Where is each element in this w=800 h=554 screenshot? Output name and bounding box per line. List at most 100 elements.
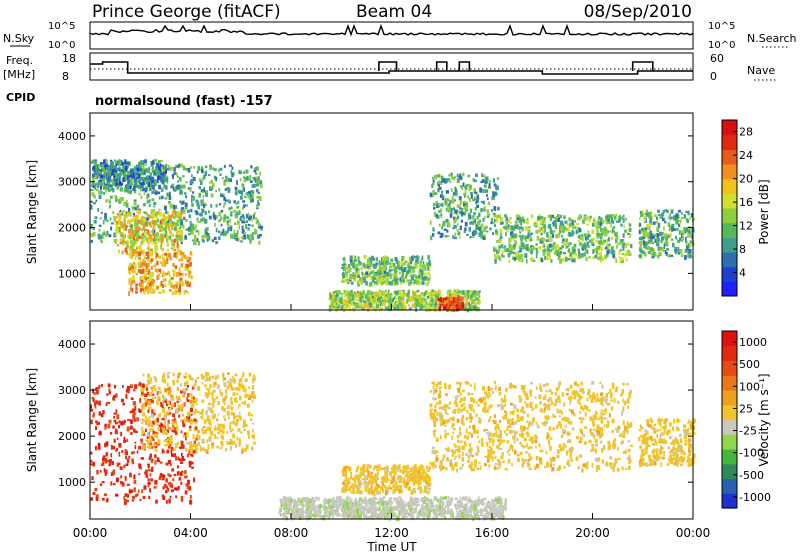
echo-cell [187, 167, 191, 173]
echo-cell [182, 224, 185, 229]
echo-cell [220, 192, 223, 197]
echo-cell [559, 214, 563, 218]
echo-cell [202, 432, 206, 435]
echo-cell [102, 219, 105, 225]
echo-cell [499, 228, 503, 233]
echo-cell [621, 258, 624, 264]
echo-cell [123, 170, 127, 176]
echo-cell [260, 226, 263, 231]
echo-cell [499, 256, 502, 262]
echo-cell [229, 378, 232, 383]
echo-cell [393, 306, 397, 311]
echo-cell [152, 213, 156, 217]
echo-cell [628, 233, 632, 238]
echo-cell [149, 282, 152, 287]
echo-cell [459, 200, 463, 205]
echo-cell [437, 188, 440, 193]
echo-cell [103, 167, 106, 173]
echo-cell [123, 214, 126, 219]
echo-cell [120, 223, 125, 228]
echo-cell [170, 185, 173, 189]
echo-cell [209, 166, 212, 171]
echo-cell [395, 278, 398, 284]
echo-cell [403, 293, 407, 297]
echo-cell [177, 272, 181, 277]
echo-cell [201, 199, 204, 204]
echo-cell [235, 232, 239, 238]
echo-cell [667, 209, 669, 213]
echo-cell [605, 215, 609, 220]
echo-cell [143, 402, 147, 407]
echo-cell [163, 217, 165, 222]
echo-cell [252, 378, 254, 381]
echo-cell [345, 274, 348, 278]
echo-cell [465, 184, 469, 187]
echo-cell [396, 302, 399, 305]
echo-cell [139, 165, 143, 169]
echo-cell [155, 162, 159, 168]
echo-cell [173, 417, 176, 423]
echo-cell [121, 420, 125, 425]
echo-cell [440, 175, 444, 181]
echo-cell [133, 183, 136, 187]
echo-cell [161, 289, 165, 294]
echo-cell [502, 255, 505, 258]
echo-cell [470, 289, 473, 294]
echo-cell [191, 461, 194, 465]
echo-cell [242, 229, 245, 234]
echo-cell [148, 182, 150, 187]
echo-cell [142, 249, 145, 255]
echo-cell [606, 231, 608, 236]
echo-cell [108, 204, 111, 209]
echo-cell [358, 305, 362, 309]
echo-cell [180, 440, 184, 446]
echo-cell [149, 240, 153, 243]
echo-cell [123, 464, 126, 469]
echo-cell [581, 221, 584, 224]
echo-cell [180, 263, 184, 268]
echo-cell [196, 238, 199, 242]
echo-cell [126, 175, 130, 179]
echo-cell [157, 386, 161, 390]
echo-cell [228, 207, 231, 211]
echo-cell [673, 215, 677, 220]
echo-cell [246, 176, 249, 181]
echo-cell [148, 215, 152, 219]
echo-cell [157, 428, 161, 431]
echo-cell [442, 195, 445, 199]
echo-cell [211, 442, 215, 446]
echo-cell [105, 185, 108, 189]
echo-cell [169, 217, 172, 221]
echo-cell [164, 223, 168, 226]
echo-cell [201, 427, 204, 432]
echo-cell [464, 307, 467, 311]
echo-cell [500, 217, 504, 222]
echo-cell [660, 247, 664, 251]
echo-cell [176, 400, 180, 404]
echo-cell [211, 415, 215, 420]
echo-cell [384, 306, 388, 310]
echo-cell [257, 222, 260, 227]
echo-cell [661, 217, 665, 222]
echo-cell [209, 164, 212, 168]
echo-cell [249, 196, 252, 201]
echo-cell [188, 226, 191, 230]
echo-cell [484, 225, 487, 230]
echo-cell [92, 232, 96, 237]
echo-cell [161, 234, 164, 240]
echo-cell [147, 270, 150, 275]
echo-cell [236, 205, 239, 209]
echo-cell [360, 302, 363, 306]
echo-cell [580, 253, 584, 257]
nsearch-label: N.Search [747, 32, 797, 45]
echo-cell [518, 257, 520, 261]
echo-cell [250, 190, 254, 194]
echo-cell [140, 221, 144, 226]
echo-cell [348, 305, 350, 308]
echo-cell [188, 273, 190, 278]
echo-cell [540, 216, 544, 219]
echo-cell [577, 216, 581, 221]
echo-cell [153, 189, 156, 192]
echo-cell [208, 439, 212, 442]
echo-cell [173, 244, 176, 249]
